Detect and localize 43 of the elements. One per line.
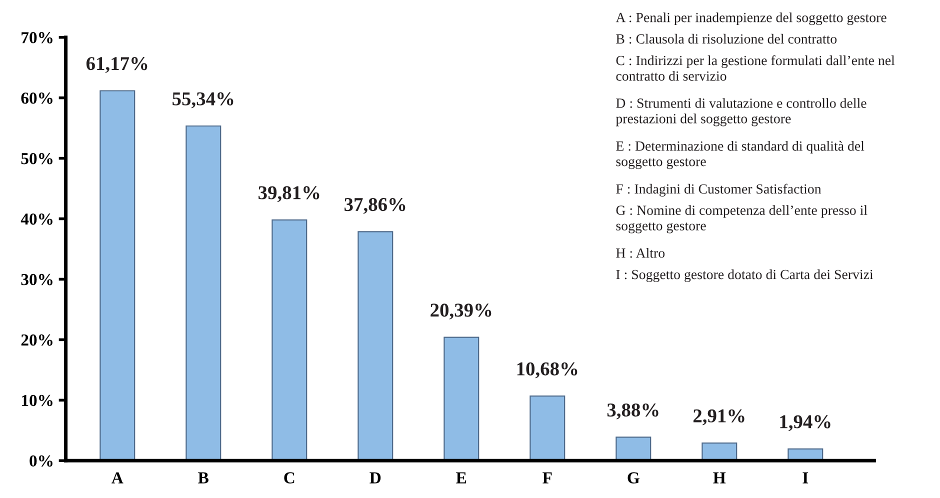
- data-label: 61,17%: [86, 57, 148, 73]
- annotation: I : Soggetto gestore dotato di Carta dei Servizi: [616, 269, 874, 282]
- x-tick-label: H: [713, 472, 726, 484]
- annotation: H : Altro: [616, 248, 665, 258]
- x-tick-label: I: [802, 472, 808, 484]
- y-tick-label: 0%: [30, 455, 52, 467]
- data-label: 37,86%: [344, 198, 406, 214]
- y-tick-label: 60%: [21, 92, 52, 104]
- annotation: F : Indagini di Customer Satisfaction: [616, 184, 822, 197]
- annotation: B : Clausola di risoluzione del contratto: [616, 34, 837, 44]
- data-label: 55,34%: [172, 92, 234, 108]
- y-tick-label: 30%: [21, 274, 52, 286]
- y-tick-label: 40%: [20, 213, 52, 225]
- annotation: E : Determinazione di standard di qualità del soggetto gestore: [616, 140, 864, 170]
- x-tick-label: E: [456, 472, 466, 484]
- bar: [530, 396, 566, 461]
- bar: [358, 231, 394, 461]
- x-tick-label: F: [542, 472, 552, 484]
- data-label: 20,39%: [430, 304, 492, 320]
- bar: [186, 125, 222, 461]
- bar: [444, 336, 480, 461]
- y-tick-label: 70%: [22, 32, 52, 44]
- data-label: 1,94%: [780, 415, 830, 432]
- annotation: G : Nomine di competenza dell’ente presso il soggetto gestore: [616, 205, 868, 234]
- annotation: C : Indirizzi per la gestione formulati dall’ente nel contratto di servizio: [616, 55, 895, 81]
- bar: [100, 90, 136, 461]
- y-tick-label: 10%: [22, 394, 52, 406]
- bar: [702, 442, 738, 461]
- data-label: 2,91%: [693, 409, 744, 426]
- x-tick-label: D: [370, 472, 381, 484]
- data-label: 3,88%: [607, 403, 658, 420]
- y-tick-label: 20%: [21, 334, 52, 346]
- x-tick-label: C: [284, 472, 294, 484]
- bar: [272, 219, 308, 461]
- x-tick-label: G: [628, 472, 640, 484]
- y-tick-label: 50%: [21, 152, 52, 164]
- annotation: D : Strumenti di valutazione e controllo delle prestazioni del soggetto gestore: [616, 98, 866, 126]
- x-tick-label: B: [198, 472, 208, 484]
- x-tick-label: A: [112, 472, 124, 484]
- data-label: 10,68%: [517, 362, 578, 378]
- data-label: 39,81%: [258, 186, 320, 202]
- text: A : Penali per inadempienze del soggetto gestore: [616, 12, 886, 26]
- bar: [616, 436, 652, 461]
